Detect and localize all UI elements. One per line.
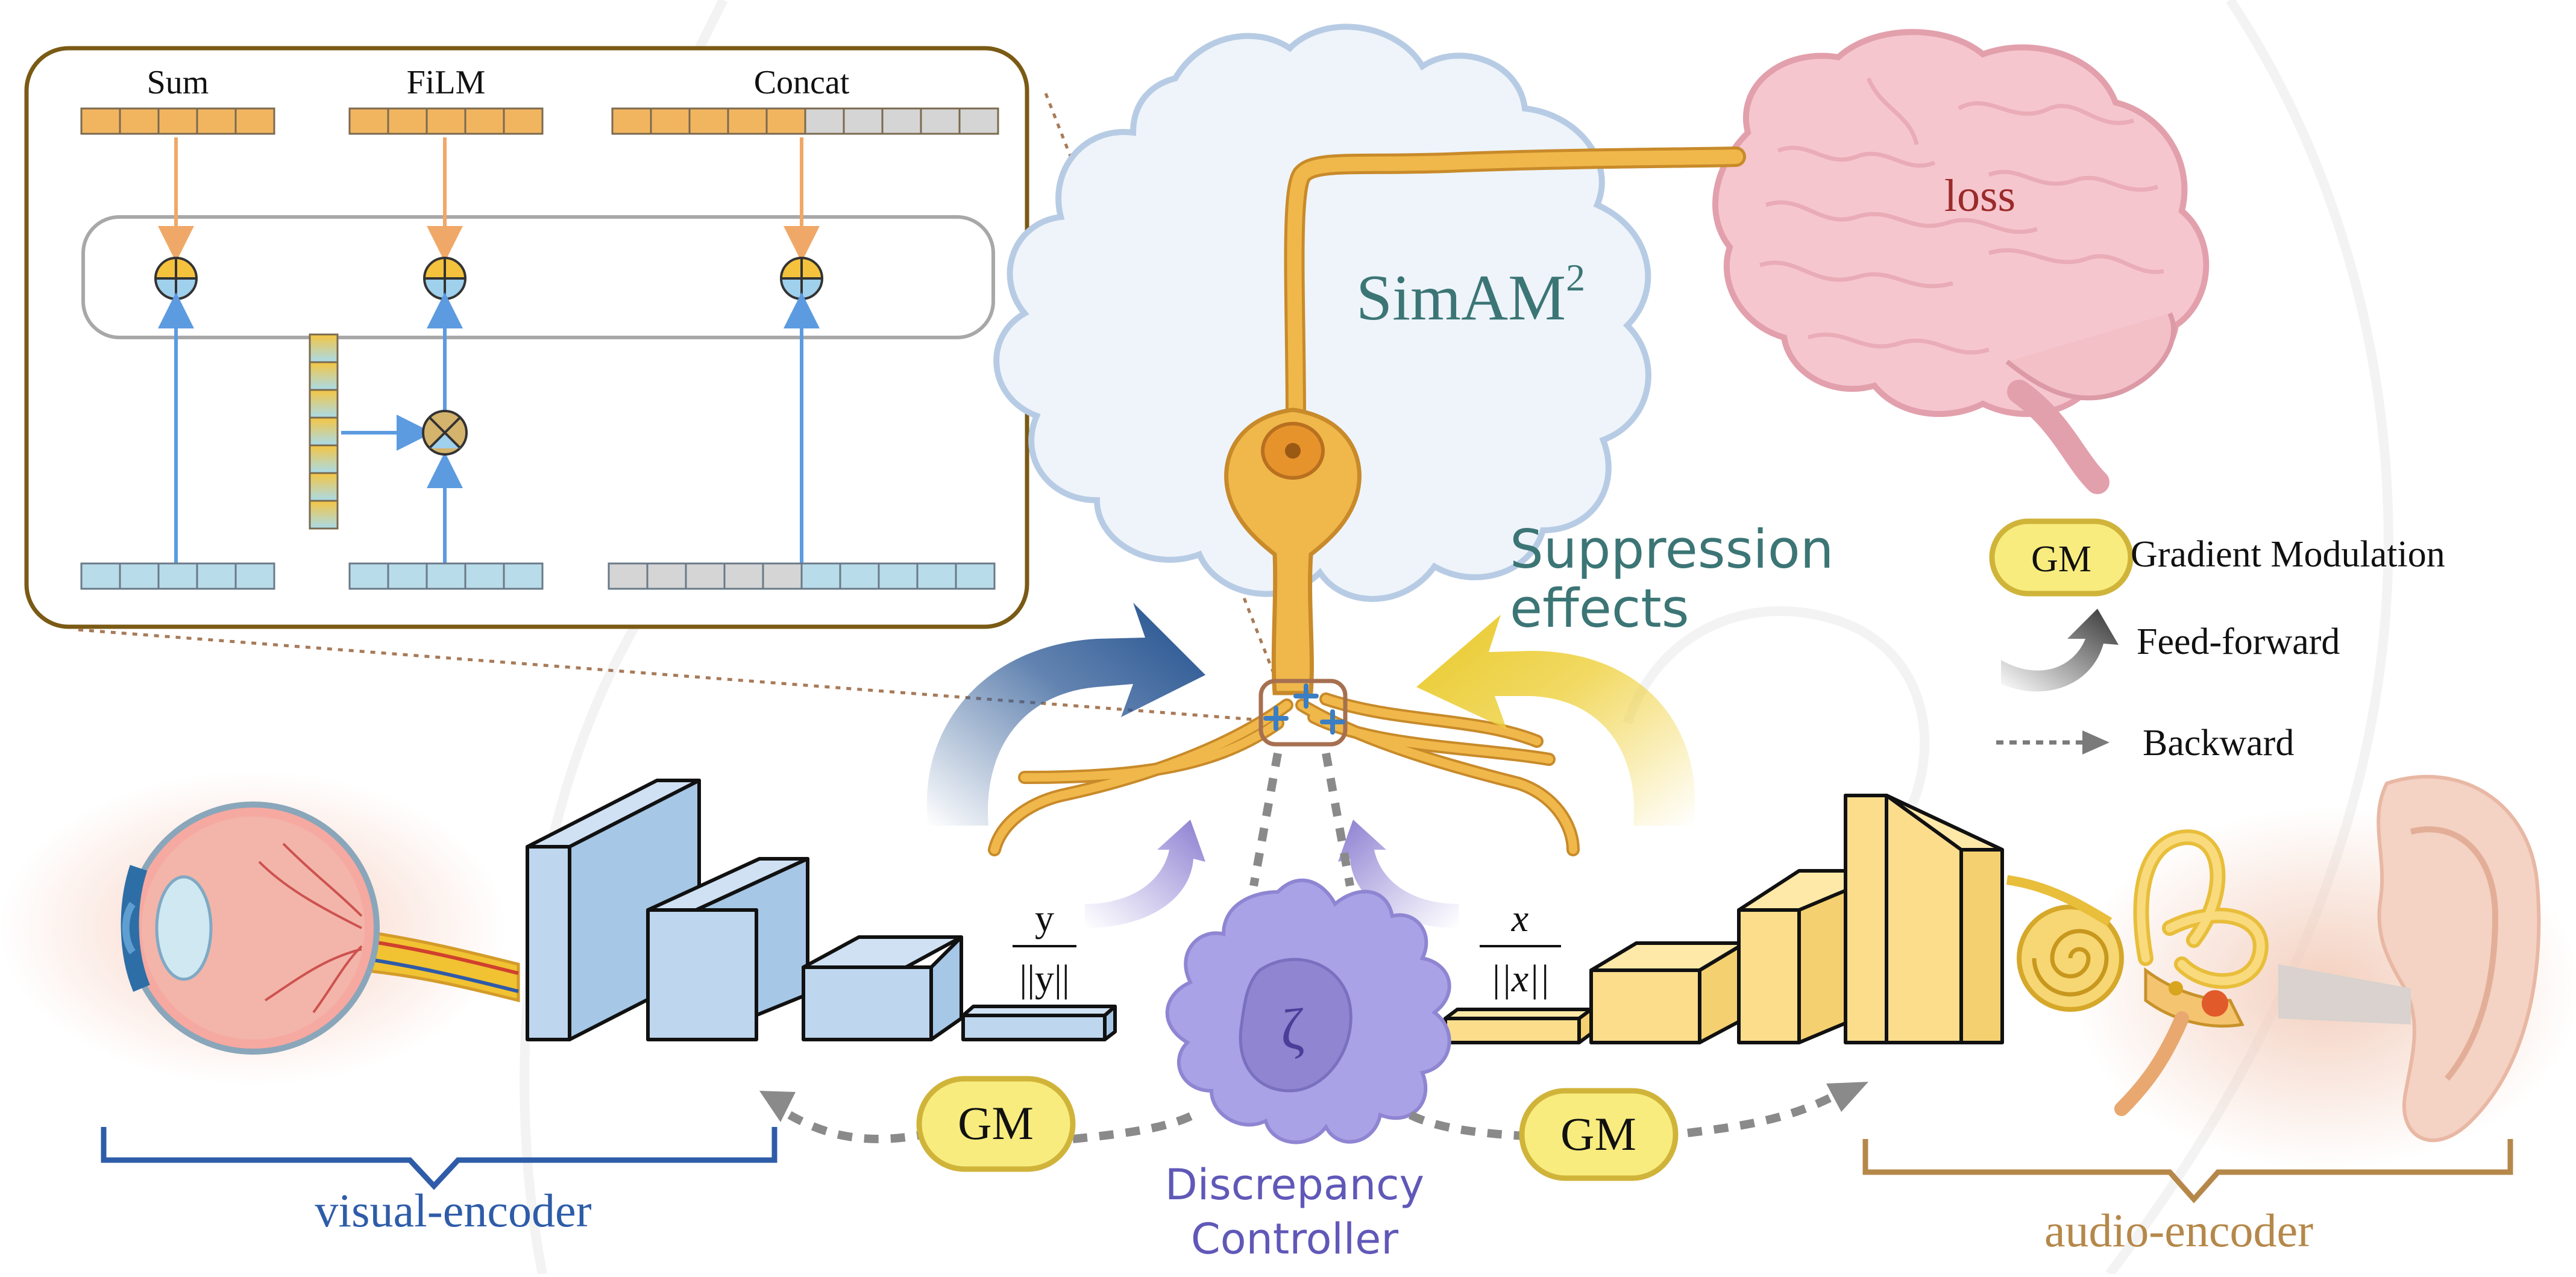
neuron (988, 146, 1746, 856)
fusion-inset: Sum FiLM Concat (24, 46, 1029, 629)
synapse-box (1258, 679, 1348, 747)
legend-feedforward-item: Feed-forward (2001, 609, 2340, 692)
bottom-vector-sum (80, 562, 275, 590)
suppression-line2: effects (1510, 577, 1689, 639)
film-modulation-vector (309, 333, 339, 530)
inset-connector-lines (78, 93, 1286, 722)
audio-feedforward-arrow (1416, 615, 1695, 826)
discrepancy-controller-cell: ζ (1165, 878, 1451, 1144)
bottom-vector-concat (608, 562, 996, 590)
method-label-film: FiLM (407, 64, 486, 101)
controller-symbol: ζ (1281, 997, 1305, 1061)
legend-backward-item: Backward (1996, 723, 2294, 764)
visual-encoder-blocks (526, 779, 1117, 1041)
method-label-concat: Concat (754, 64, 850, 101)
legend-gm-text: Gradient Modulation (2131, 534, 2445, 575)
controller-label-line2: Controller (1191, 1214, 1399, 1264)
synapse-plus-signs (1263, 683, 1345, 735)
gm-badge-left-text: GM (958, 1097, 1034, 1149)
backward-dotted-arrows (787, 1093, 1835, 1143)
visual-feedforward-arrow (926, 603, 1205, 826)
feedforward-arrow-icon (2001, 609, 2119, 692)
visual-encoder-bracket (101, 1127, 778, 1190)
visual-norm-fraction: y ||y|| (1013, 897, 1076, 1000)
audio-norm-numerator: x (1511, 897, 1528, 940)
audio-encoder-label: audio-encoder (2044, 1204, 2313, 1257)
ear-illustration (2006, 774, 2576, 1169)
bottom-vector-film (348, 562, 544, 590)
multiply-node (422, 410, 468, 456)
simam-title: SimAM2 (1356, 256, 1585, 334)
gm-badge-left: GM (916, 1076, 1076, 1172)
gm-badge-right: GM (1519, 1088, 1679, 1181)
legend: GM Gradient Modulation Feed-forward Back… (1989, 518, 2445, 764)
blue-arrows (158, 292, 820, 563)
visual-norm-denominator: ||y|| (1019, 957, 1069, 1000)
suppression-line1: Suppression (1510, 518, 1834, 580)
gm-badge-right-text: GM (1560, 1108, 1636, 1160)
brain-loss-label: loss (1944, 171, 2015, 221)
visual-norm-numerator: y (1035, 897, 1054, 940)
audio-norm-fraction: x ||x|| (1480, 897, 1561, 1000)
add-node-concat (780, 257, 823, 300)
add-node-sum (154, 257, 198, 300)
add-node-film (423, 257, 467, 300)
audio-encoder-blocks (1444, 794, 2004, 1044)
controller-feedback-dotted (1249, 752, 1354, 887)
top-vector-sum (80, 107, 275, 135)
legend-feedforward-text: Feed-forward (2137, 621, 2340, 662)
suppression-effects-label: Suppression effects (1510, 518, 1834, 639)
legend-gm-badge-text: GM (2031, 539, 2091, 580)
audio-encoder-bracket (1862, 1139, 2513, 1203)
controller-label-line1: Discrepancy (1165, 1160, 1424, 1210)
controller-purple-arrows (1085, 820, 1459, 928)
audio-norm-denominator: ||x|| (1491, 957, 1550, 1000)
orange-arrows (158, 137, 820, 262)
brain: loss (1712, 29, 2210, 494)
top-vector-concat (611, 107, 999, 135)
method-label-sum: Sum (147, 64, 209, 101)
legend-gm-item: GM Gradient Modulation (1989, 518, 2445, 597)
top-vector-film (348, 107, 544, 135)
legend-backward-text: Backward (2143, 723, 2294, 764)
backward-arrowheads (759, 1082, 1868, 1122)
eye-illustration (0, 771, 520, 1085)
visual-encoder-label: visual-encoder (315, 1184, 591, 1237)
